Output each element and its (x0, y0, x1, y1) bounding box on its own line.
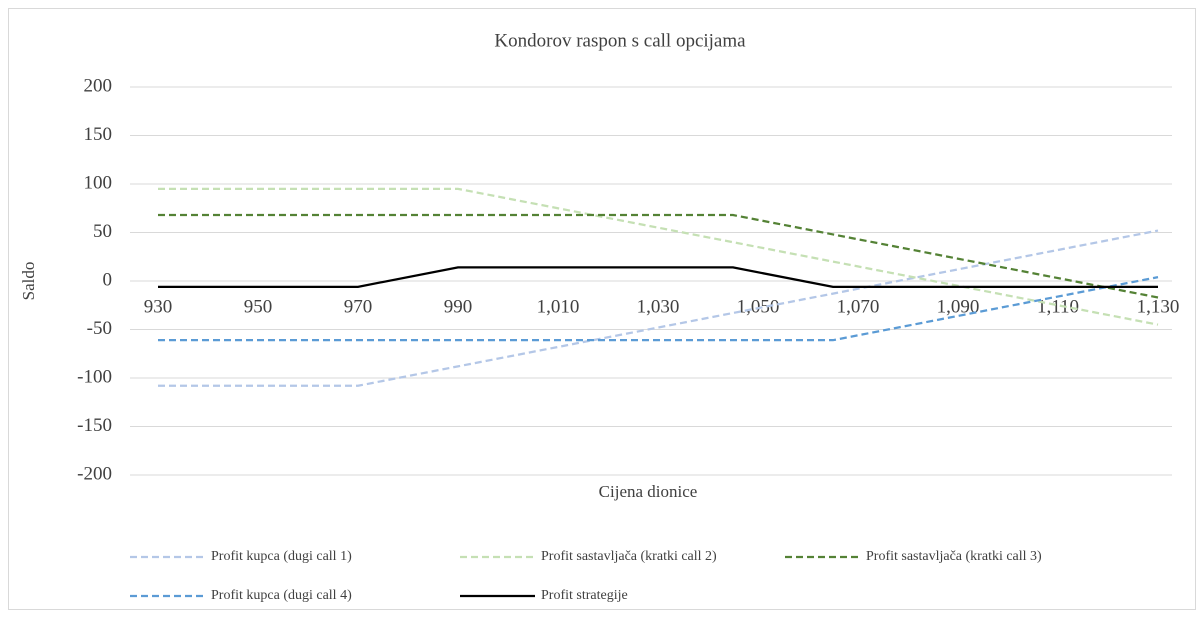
y-tick-label: -100 (77, 366, 112, 387)
x-axis-label: Cijena dionice (599, 482, 698, 501)
y-tick-label: 0 (103, 269, 113, 290)
series-line (158, 229, 1159, 387)
legend-label: Profit kupca (dugi call 1) (211, 549, 352, 564)
y-axis-label: Saldo (19, 262, 38, 301)
chart-title: Kondorov raspon s call opcijama (494, 30, 746, 51)
series-line (158, 266, 1158, 288)
series-line (158, 213, 1159, 299)
y-tick-label: -50 (87, 318, 112, 339)
x-tick-label: 970 (344, 296, 373, 317)
y-tick-label: 100 (84, 172, 113, 193)
x-tick-label: 1,010 (537, 296, 580, 317)
x-tick-label: 950 (244, 296, 273, 317)
series-line (158, 187, 1159, 326)
y-tick-label: -200 (77, 463, 112, 484)
x-tick-label: 1,090 (937, 296, 980, 317)
y-tick-label: -150 (77, 415, 112, 436)
series-line (158, 276, 1159, 342)
legend-label: Profit kupca (dugi call 4) (211, 588, 352, 603)
x-tick-label: 990 (444, 296, 473, 317)
x-tick-label: 1,110 (1037, 296, 1079, 317)
x-tick-label: 1,030 (637, 296, 680, 317)
legend-label: Profit sastavljača (kratki call 2) (541, 549, 717, 564)
legend-label: Profit strategije (541, 588, 628, 603)
y-tick-label: 200 (84, 75, 113, 96)
legend-label: Profit sastavljača (kratki call 3) (866, 549, 1042, 564)
chart-border (8, 8, 1196, 610)
y-tick-label: 50 (93, 221, 112, 242)
x-tick-label: 1,070 (837, 296, 880, 317)
x-tick-label: 1,130 (1137, 296, 1180, 317)
x-tick-label: 1,050 (737, 296, 780, 317)
y-tick-label: 150 (84, 124, 113, 145)
x-tick-label: 930 (144, 296, 173, 317)
